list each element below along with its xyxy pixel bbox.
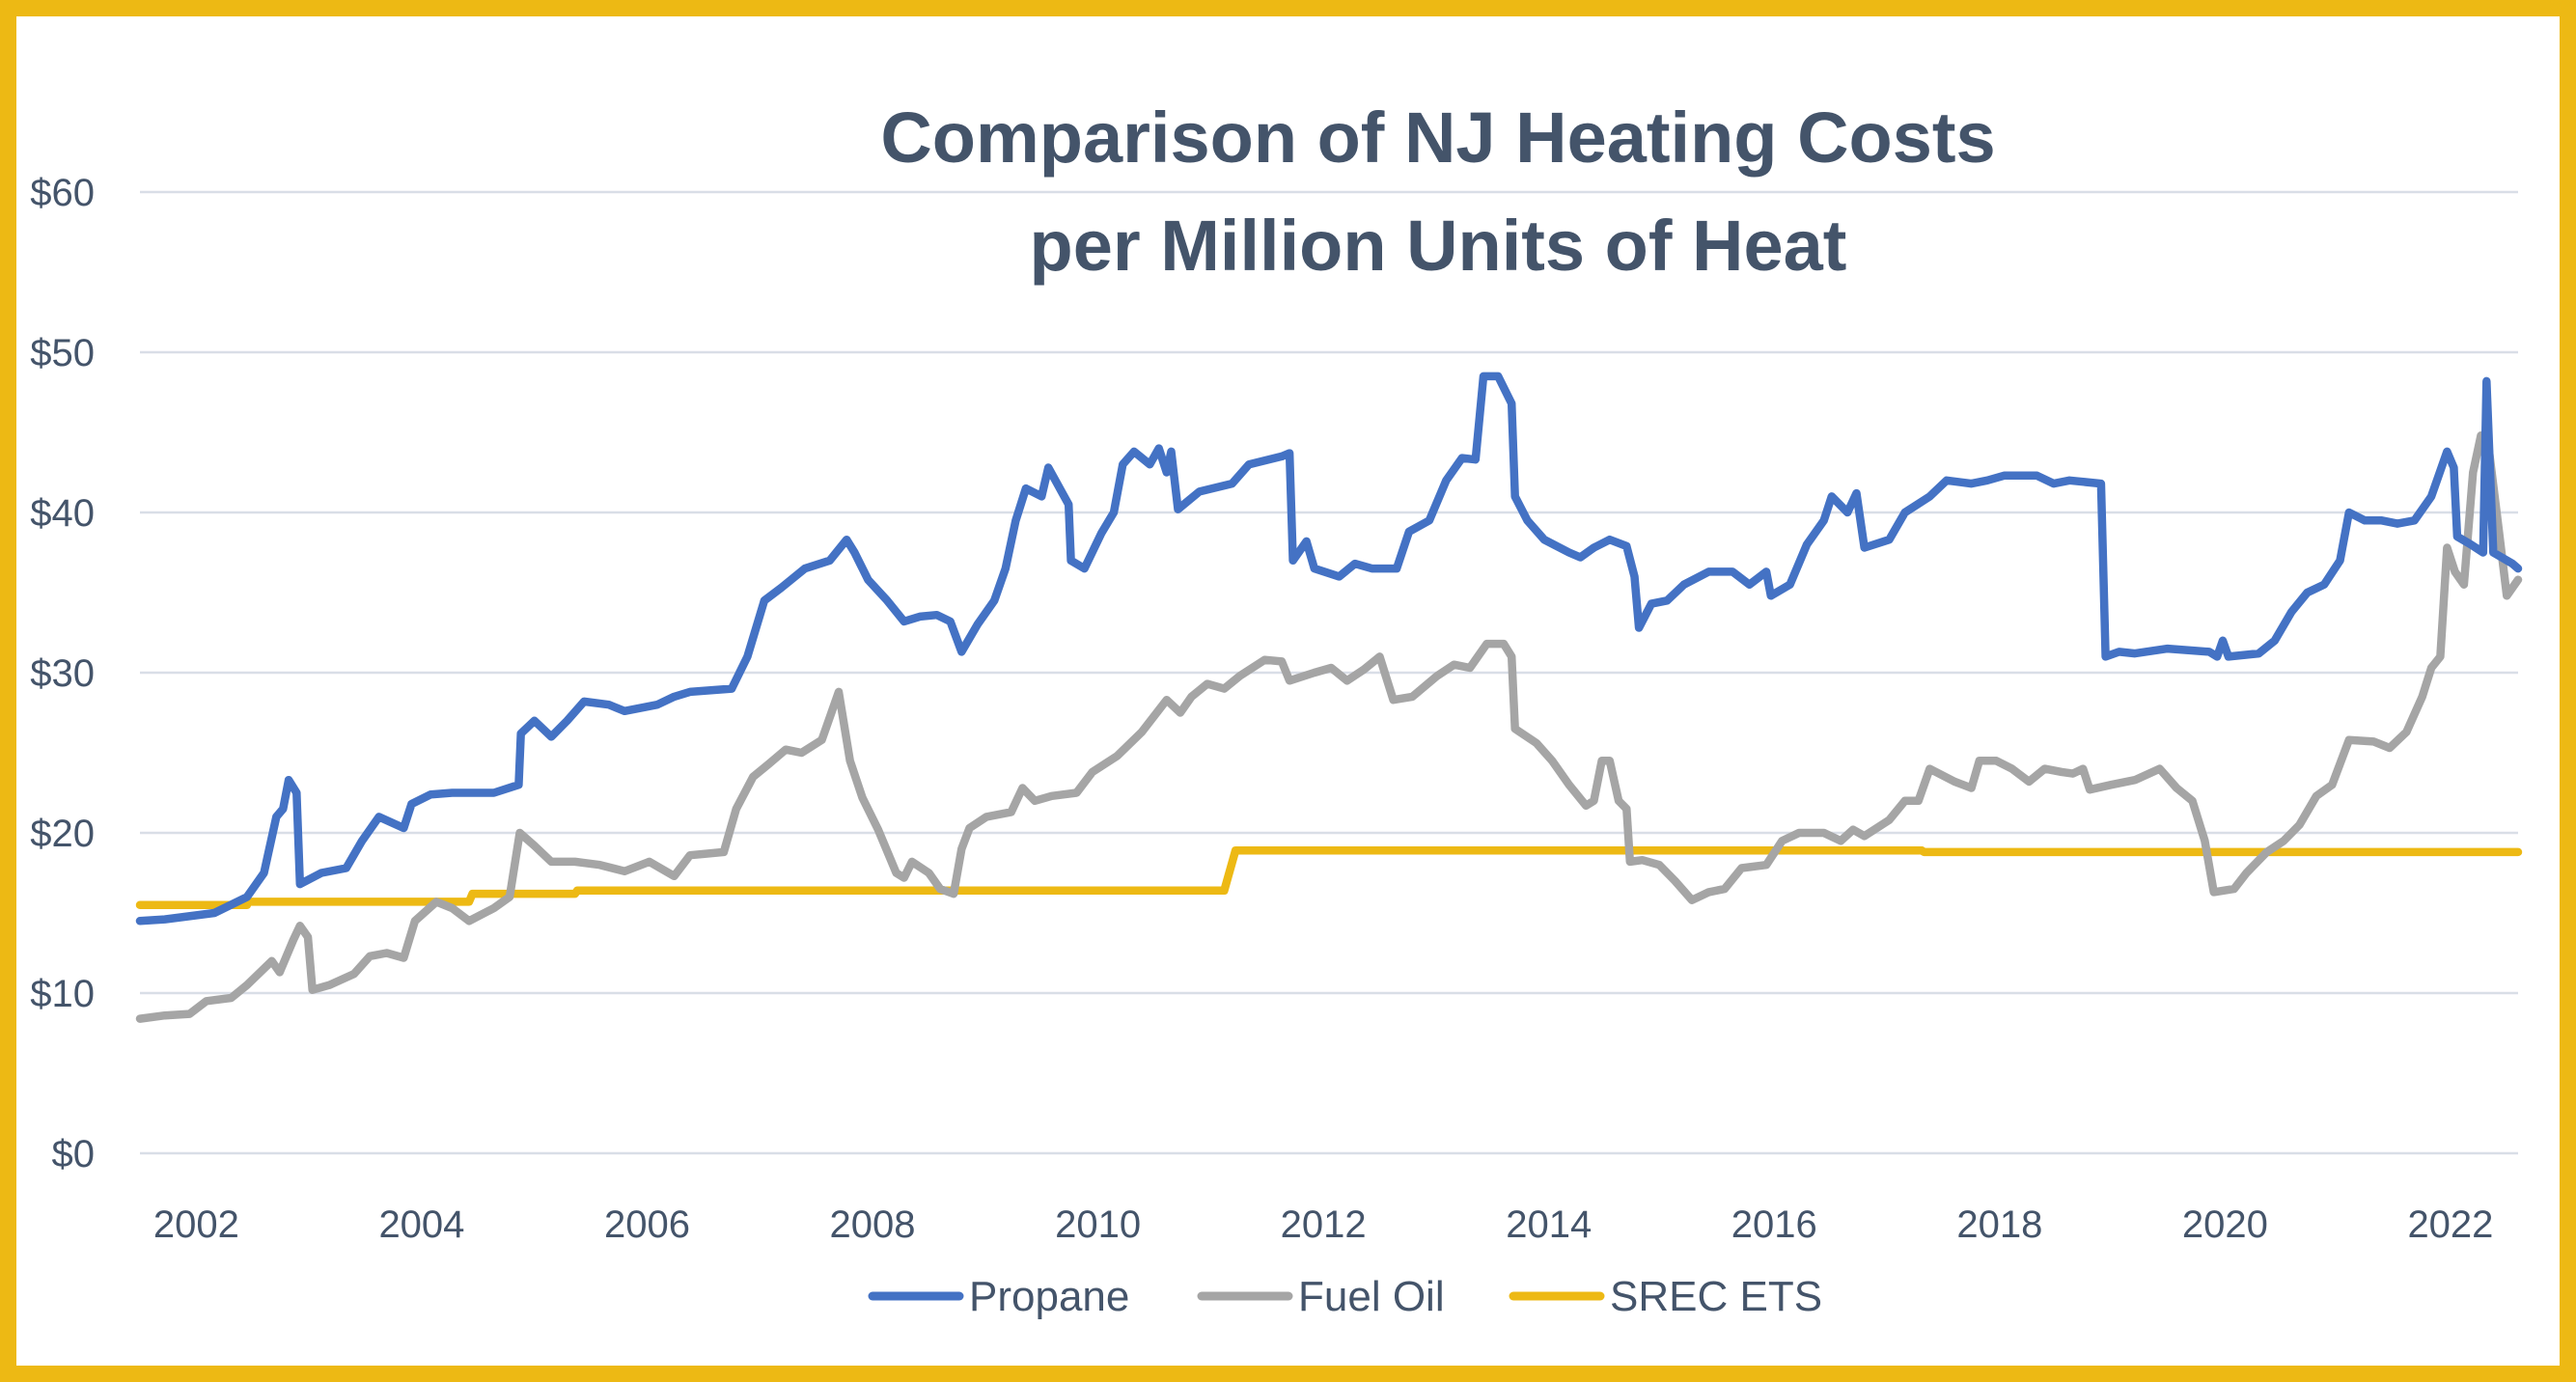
y-axis-tick-labels: $0 $10 $20 $30 $40 $50 $60 — [30, 172, 95, 1175]
y-tick-label: $20 — [30, 813, 95, 855]
x-tick-label: 2006 — [604, 1203, 690, 1246]
legend-label-fuel-oil: Fuel Oil — [1298, 1273, 1445, 1320]
series-line-fuel-oil — [135, 431, 2523, 1023]
x-tick-label: 2004 — [378, 1203, 464, 1246]
chart-title-line-1: Comparison of NJ Heating Costs — [880, 97, 1995, 178]
legend-label-propane: Propane — [969, 1273, 1129, 1320]
x-tick-label: 2008 — [830, 1203, 916, 1246]
series-line-srec-ets — [135, 846, 2523, 909]
x-tick-label: 2018 — [1956, 1203, 2042, 1246]
x-tick-label: 2012 — [1281, 1203, 1367, 1246]
x-tick-label: 2016 — [1731, 1203, 1817, 1246]
legend-item-fuel-oil: Fuel Oil — [1197, 1273, 1445, 1320]
legend-item-propane: Propane — [868, 1273, 1129, 1320]
y-tick-label: $40 — [30, 492, 95, 535]
y-tick-label: $60 — [30, 172, 95, 214]
y-tick-label: $10 — [30, 973, 95, 1015]
x-tick-label: 2022 — [2407, 1203, 2493, 1246]
x-axis-tick-labels: 2002 2004 2006 2008 2010 2012 2014 2016 2018 2020… — [153, 1203, 2494, 1246]
x-tick-label: 2002 — [153, 1203, 239, 1246]
legend: Propane Fuel Oil SREC ETS — [868, 1273, 1822, 1320]
series-lines — [135, 372, 2523, 1023]
chart-title-line-2: per Million Units of Heat — [1030, 206, 1847, 286]
legend-label-srec-ets: SREC ETS — [1610, 1273, 1822, 1320]
x-tick-label: 2010 — [1055, 1203, 1141, 1246]
y-tick-label: $50 — [30, 332, 95, 374]
y-tick-label: $0 — [52, 1133, 96, 1175]
series-line-propane — [135, 372, 2523, 926]
x-tick-label: 2014 — [1506, 1203, 1592, 1246]
x-tick-label: 2020 — [2182, 1203, 2268, 1246]
y-tick-label: $30 — [30, 652, 95, 695]
legend-item-srec-ets: SREC ETS — [1509, 1273, 1822, 1320]
